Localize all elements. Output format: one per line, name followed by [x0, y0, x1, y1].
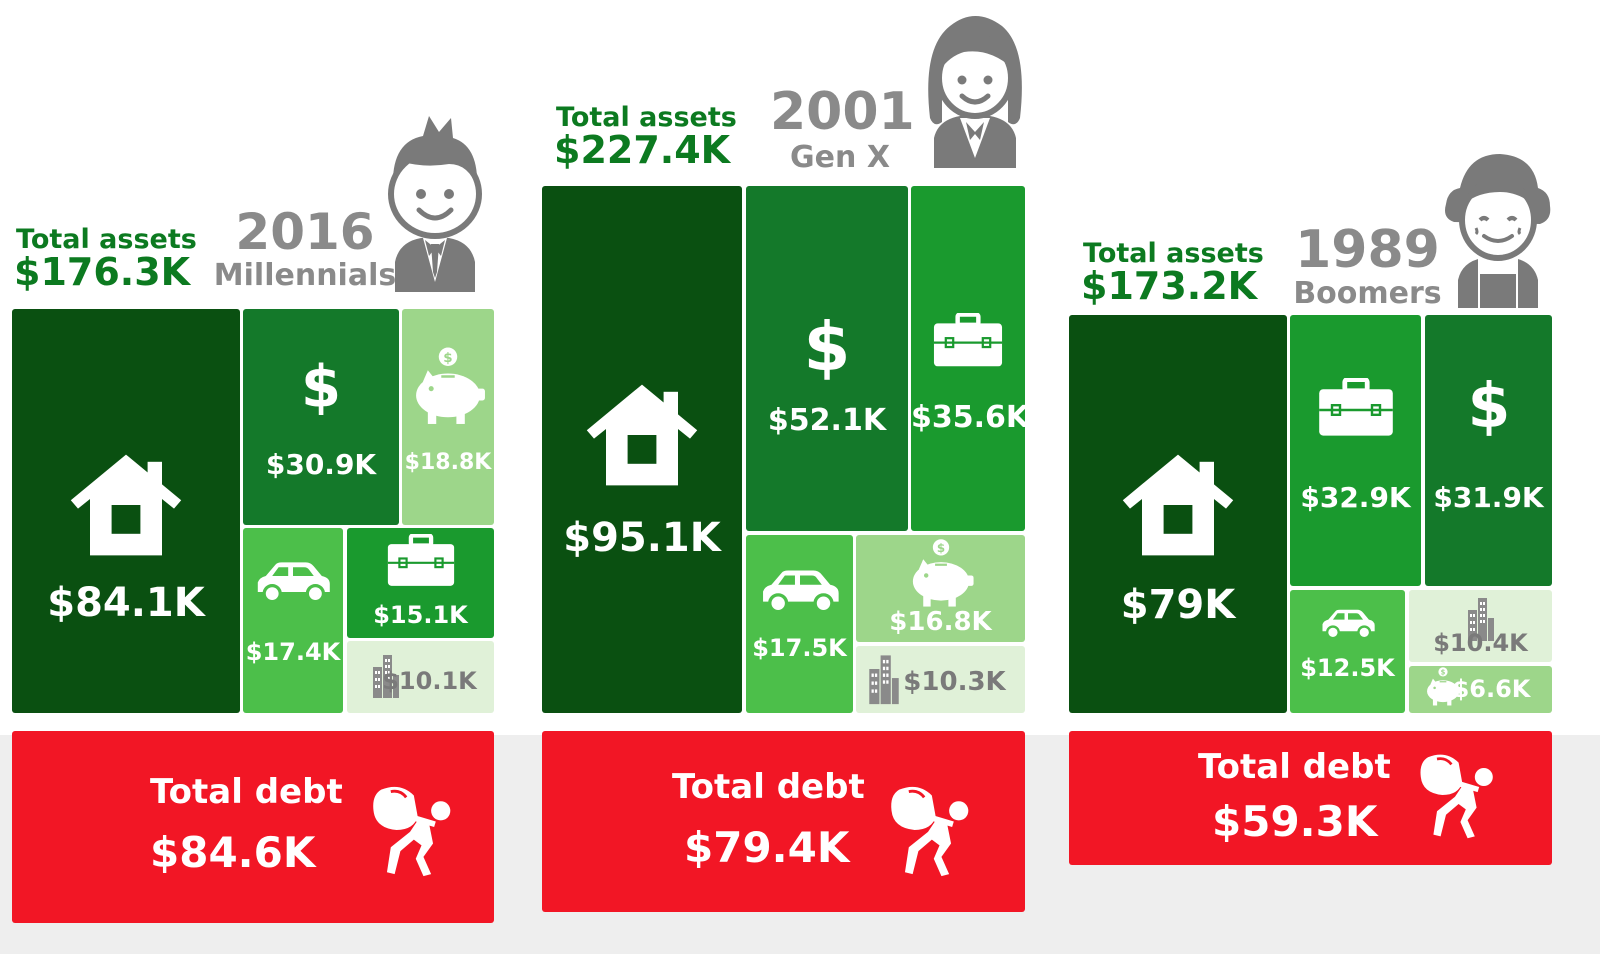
- house-icon: [582, 375, 702, 499]
- svg-text:$: $: [301, 355, 341, 415]
- asset-tile: $17.4K: [243, 528, 343, 713]
- svg-text:$: $: [804, 310, 851, 380]
- svg-text:$: $: [936, 541, 944, 555]
- asset-tile: $ $6.6K: [1409, 666, 1552, 713]
- total-assets-label: Total assets: [556, 102, 737, 133]
- gen-x-person-icon: [920, 8, 1030, 172]
- house-icon: [66, 445, 186, 569]
- asset-value-label: $15.1K: [373, 601, 468, 629]
- dollar-icon: $: [291, 354, 351, 421]
- piggy-bank-icon: $: [904, 537, 978, 615]
- asset-tile: $15.1K: [347, 528, 494, 638]
- total-debt-value: $59.3K: [1212, 797, 1378, 846]
- asset-value-label: $95.1K: [563, 515, 721, 561]
- asset-tile: $10.1K: [347, 641, 494, 713]
- dollar-icon: $: [792, 308, 862, 386]
- year-label: 2001: [770, 82, 915, 142]
- asset-value-label: $84.1K: [47, 580, 205, 626]
- boomer-person-icon: [1438, 148, 1558, 312]
- year-label: 2016: [235, 203, 375, 261]
- briefcase-icon: [1316, 377, 1396, 442]
- asset-tile: $35.6K: [911, 186, 1025, 531]
- asset-tile: $79K: [1069, 315, 1287, 713]
- asset-value-label: $17.4K: [245, 638, 341, 666]
- asset-value-label: $18.8K: [404, 450, 492, 475]
- asset-tile: $ $16.8K: [856, 535, 1025, 642]
- car-icon: [758, 568, 842, 618]
- building-icon: [867, 652, 901, 710]
- total-debt-label: Total debt: [672, 767, 865, 807]
- asset-tile: $10.4K: [1409, 590, 1552, 662]
- asset-tile: $84.1K: [12, 309, 240, 713]
- total-debt-label: Total debt: [150, 772, 343, 812]
- asset-value-label: $31.9K: [1433, 481, 1544, 514]
- asset-tile: $ $30.9K: [243, 309, 399, 525]
- asset-tile: $95.1K: [542, 186, 742, 713]
- car-icon: [253, 560, 333, 608]
- house-icon: [1118, 445, 1238, 569]
- debt-burden-icon: [1410, 750, 1500, 844]
- asset-tile: $ $31.9K: [1425, 315, 1552, 586]
- total-debt-value: $84.6K: [150, 828, 316, 877]
- car-icon: [1319, 608, 1377, 644]
- piggy-bank-icon: $: [1422, 666, 1464, 712]
- asset-value-label: $52.1K: [767, 403, 887, 438]
- asset-tile: $17.5K: [746, 535, 853, 713]
- asset-value-label: $6.6K: [1452, 675, 1531, 703]
- total-debt-label: Total debt: [1198, 747, 1391, 787]
- dollar-icon: $: [1457, 371, 1521, 442]
- svg-text:$: $: [1467, 372, 1510, 436]
- asset-value-label: $30.9K: [265, 448, 377, 481]
- generation-label: Boomers: [1293, 276, 1442, 311]
- asset-value-label: $10.1K: [382, 667, 477, 695]
- asset-tile: $10.3K: [856, 646, 1025, 713]
- debt-burden-icon: [362, 782, 458, 882]
- generation-label: Gen X: [790, 140, 890, 175]
- asset-value-label: $12.5K: [1300, 654, 1395, 682]
- asset-tile: $ $52.1K: [746, 186, 908, 531]
- svg-text:$: $: [1440, 668, 1445, 676]
- svg-text:$: $: [443, 351, 452, 366]
- asset-value-label: $79K: [1120, 582, 1236, 628]
- total-debt-value: $79.4K: [684, 823, 850, 872]
- piggy-bank-icon: $: [406, 345, 490, 433]
- debt-burden-icon: [880, 782, 976, 882]
- asset-tile: $12.5K: [1290, 590, 1405, 713]
- total-assets-value: $173.2K: [1081, 264, 1258, 308]
- asset-value-label: $10.3K: [903, 667, 1006, 697]
- total-assets-value: $176.3K: [14, 250, 191, 294]
- asset-tile: $32.9K: [1290, 315, 1421, 586]
- total-assets-label: Total assets: [1083, 238, 1264, 269]
- briefcase-icon: [385, 533, 457, 592]
- asset-value-label: $17.5K: [752, 634, 847, 662]
- asset-tile: $ $18.8K: [402, 309, 494, 525]
- asset-value-label: $32.9K: [1300, 481, 1411, 514]
- briefcase-icon: [931, 312, 1005, 373]
- asset-value-label: $35.6K: [911, 400, 1025, 435]
- building-icon: [1466, 595, 1496, 647]
- building-icon: [371, 652, 401, 704]
- total-assets-value: $227.4K: [554, 128, 731, 172]
- asset-value-label: $16.8K: [889, 607, 992, 637]
- millennial-person-icon: [385, 112, 485, 296]
- total-assets-label: Total assets: [16, 224, 197, 255]
- generation-label: Millennials: [213, 258, 397, 293]
- asset-value-label: $10.4K: [1433, 629, 1528, 657]
- year-label: 1989: [1295, 220, 1440, 280]
